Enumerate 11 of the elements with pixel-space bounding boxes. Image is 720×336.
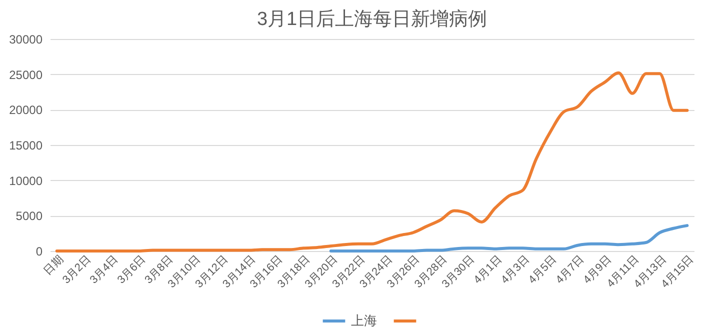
y-tick-label: 25000 <box>9 68 43 82</box>
line-series <box>55 71 689 252</box>
y-tick-label: 15000 <box>9 138 43 152</box>
chart-title: 3月1日后上海每日新增病例 <box>256 8 488 30</box>
y-tick-label: 0 <box>36 244 43 258</box>
legend-label: 上海 <box>351 313 377 328</box>
y-tick-label: 30000 <box>9 32 43 46</box>
line-series <box>329 224 689 252</box>
y-tick-label: 10000 <box>9 174 43 188</box>
y-tick-label: 20000 <box>9 103 43 118</box>
y-tick-label: 5000 <box>16 209 43 224</box>
